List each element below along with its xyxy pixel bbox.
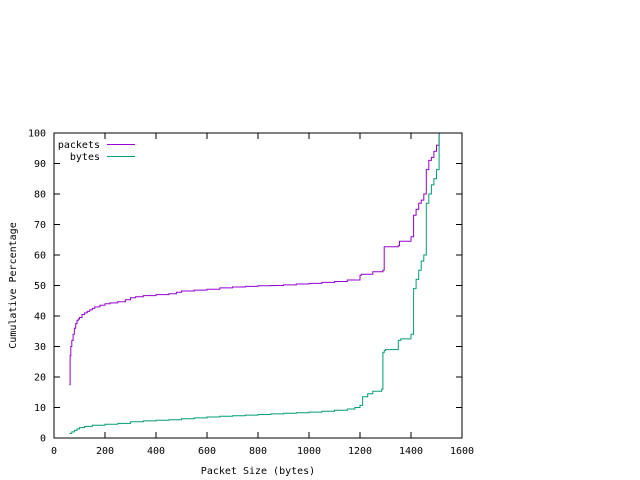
legend-label-packets: packets	[58, 140, 100, 151]
y-tick-label: 50	[34, 281, 46, 292]
y-tick-label: 20	[34, 373, 46, 384]
x-tick-label: 400	[147, 446, 165, 457]
series-line-bytes	[69, 133, 440, 434]
x-tick-label: 1200	[348, 446, 372, 457]
x-tick-label: 600	[198, 446, 216, 457]
y-tick-label: 40	[34, 312, 46, 323]
y-tick-label: 0	[40, 434, 46, 445]
series-layer	[69, 132, 441, 434]
y-tick-label: 70	[34, 220, 46, 231]
y-tick-label: 90	[34, 159, 46, 170]
x-axis-label: Packet Size (bytes)	[201, 466, 315, 477]
x-tick-label: 1600	[450, 446, 474, 457]
y-tick-label: 100	[28, 129, 46, 140]
y-tick-label: 80	[34, 190, 46, 201]
x-tick-label: 800	[249, 446, 267, 457]
series-line-packets	[69, 132, 441, 386]
y-tick-label: 60	[34, 251, 46, 262]
x-tick-label: 1000	[297, 446, 321, 457]
y-axis-label: Cumulative Percentage	[8, 222, 19, 348]
x-tick-label: 0	[51, 446, 57, 457]
y-tick-label: 30	[34, 342, 46, 353]
plot-frame	[53, 132, 463, 439]
y-tick-label: 10	[34, 403, 46, 414]
x-tick-label: 1400	[399, 446, 423, 457]
legend-label-bytes: bytes	[70, 152, 100, 163]
x-tick-label: 200	[96, 446, 114, 457]
